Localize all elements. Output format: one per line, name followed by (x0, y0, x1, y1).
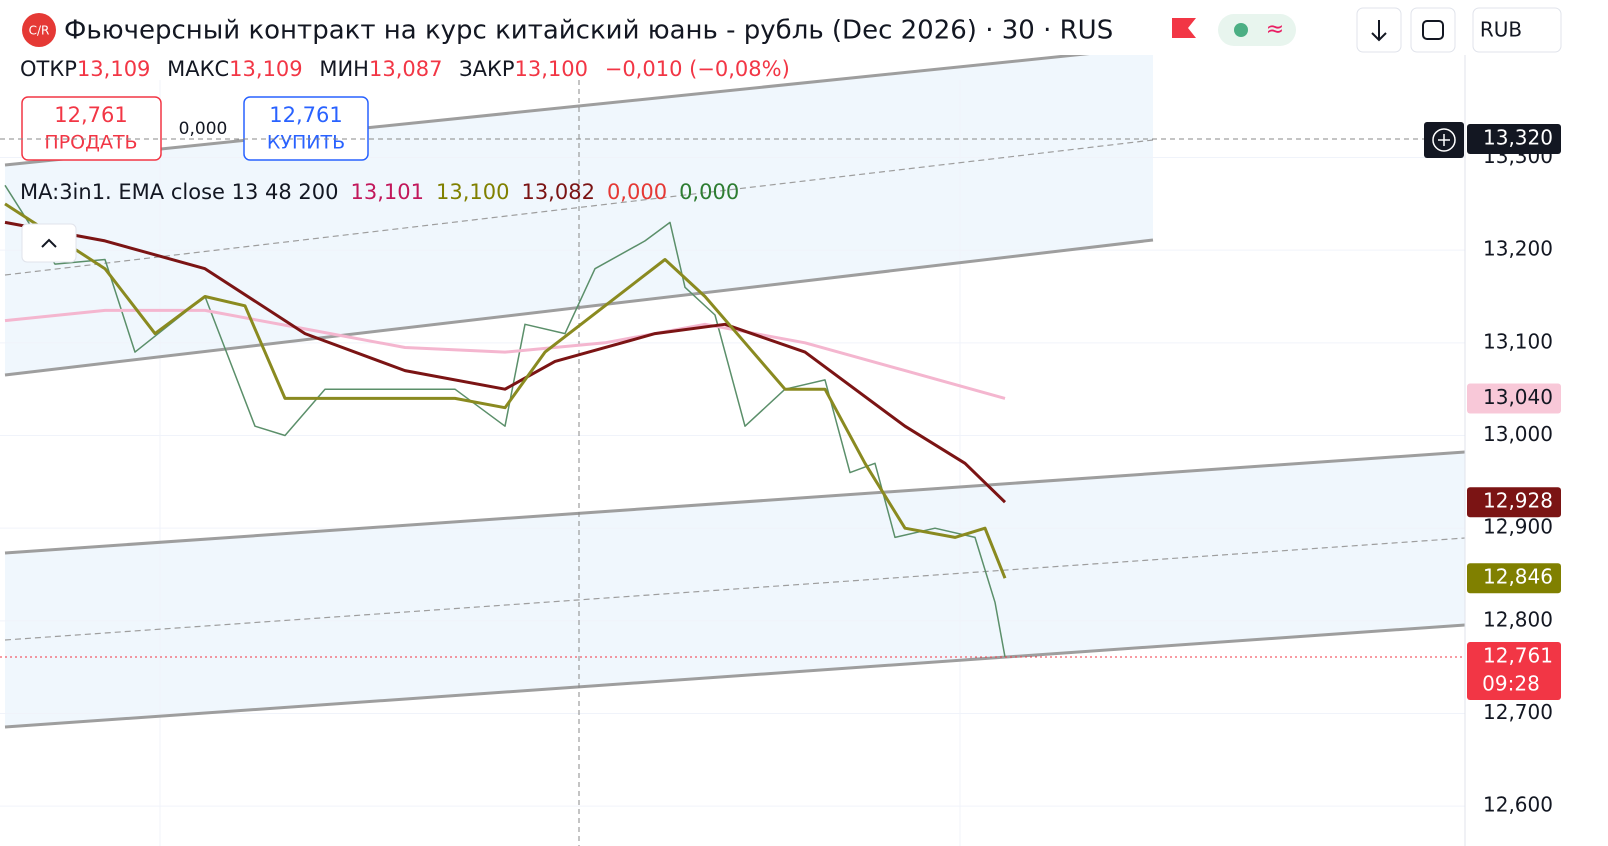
ohlc-row: ОТКР13,109 МАКС13,109 МИН13,087 ЗАКР13,1… (20, 57, 790, 81)
y-tick-label: 12,700 (1483, 700, 1553, 724)
price-badge-label: 13,040 (1483, 385, 1553, 409)
change: −0,010 (−0,08%) (605, 57, 790, 81)
add-alert-icon (1432, 128, 1456, 152)
channel-mid (4, 139, 1154, 276)
logo-text: C/R (29, 24, 50, 38)
low: 13,087 (369, 57, 442, 81)
collapse-button[interactable] (21, 223, 77, 263)
open: 13,109 (77, 57, 150, 81)
status-pill[interactable] (1218, 14, 1296, 46)
fullscreen-button[interactable] (1410, 7, 1456, 53)
sell-label: ПРОДАТЬ (44, 132, 137, 154)
channel-line (4, 45, 1154, 167)
low-label: МИН (319, 57, 369, 81)
spread: 0,000 (179, 119, 228, 139)
sell-button[interactable] (21, 96, 162, 161)
close: 13,100 (515, 57, 588, 81)
price-badge-label: 13,320 (1483, 125, 1553, 149)
price-badge-label: 12,846 (1483, 565, 1553, 589)
indicator-value: 0,000 (607, 180, 667, 204)
y-tick-label: 13,000 (1483, 422, 1553, 446)
indicator-value: 13,100 (436, 180, 509, 204)
price-badge (1467, 383, 1561, 414)
flag-icon[interactable] (1172, 18, 1196, 38)
y-tick-label: 12,900 (1483, 515, 1553, 539)
add-alert-plus (1438, 133, 1450, 146)
high-label: МАКС (167, 57, 229, 81)
y-tick-label: 12,800 (1483, 607, 1553, 631)
buy-price: 12,761 (269, 103, 342, 127)
y-tick-label: 13,100 (1483, 329, 1553, 353)
indicator-legend: MA:3in1. EMA close 13 48 200 13,101 13,100… (20, 180, 739, 204)
high: 13,109 (229, 57, 302, 81)
countdown: 09:28 (1482, 671, 1540, 695)
channel-line (4, 450, 1466, 555)
channel-mid (4, 537, 1466, 641)
open-label: ОТКР (20, 57, 77, 81)
price-line (4, 184, 1006, 658)
price-badge (1467, 641, 1561, 700)
indicator-name: MA:3in1. EMA close 13 48 200 (20, 180, 338, 204)
y-tick-label: 12,600 (1483, 793, 1553, 817)
price-badge (1467, 563, 1561, 594)
price-line (4, 202, 1007, 579)
collapse-icon (41, 238, 57, 248)
price-line (4, 220, 1007, 504)
logo (22, 13, 56, 47)
y-tick-label: 13,200 (1483, 237, 1553, 261)
buy-label: КУПИТЬ (267, 132, 345, 154)
indicator-value: 13,101 (350, 180, 423, 204)
price-badge (1467, 487, 1561, 518)
symbol-title: Фьючерсный контракт на курс китайский юа… (64, 16, 1113, 46)
price-badge-label: 12,761 (1483, 643, 1553, 667)
buy-button[interactable] (243, 96, 369, 161)
price-badge-label: 12,928 (1483, 489, 1553, 513)
status-dot (1234, 23, 1248, 37)
indicator-value: 0,000 (679, 180, 739, 204)
price-badge (1467, 123, 1561, 154)
channel-line (4, 623, 1466, 729)
status-wave: ≈ (1266, 17, 1284, 42)
indicator-value: 13,082 (521, 180, 594, 204)
close-label: ЗАКР (459, 57, 514, 81)
download-icon (1371, 20, 1387, 42)
fullscreen-icon (1422, 20, 1444, 40)
header-bg (0, 0, 1608, 55)
price-line (4, 308, 1006, 400)
sell-price: 12,761 (54, 103, 127, 127)
currency-button[interactable] (1472, 7, 1562, 53)
currency: RUB (1480, 18, 1522, 42)
